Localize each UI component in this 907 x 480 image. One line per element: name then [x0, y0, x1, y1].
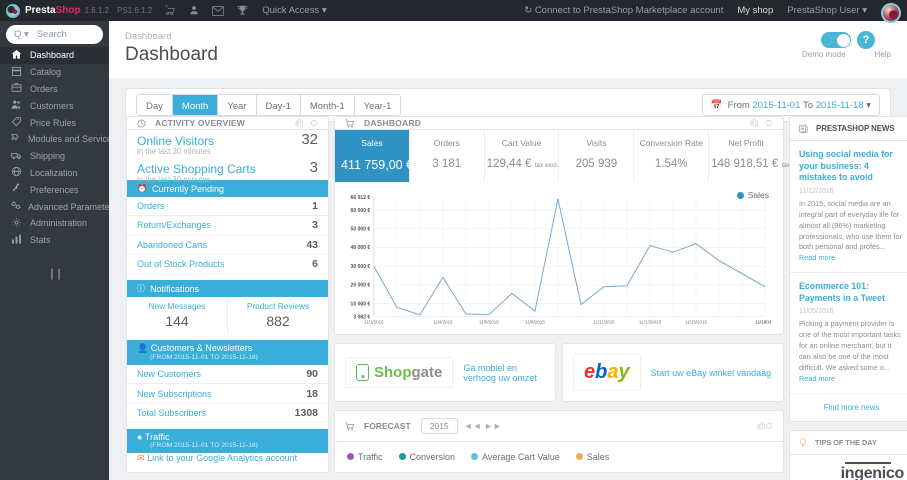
svg-text:10 000 €: 10 000 €	[351, 301, 371, 307]
svg-text:11/1/2015: 11/1/2015	[364, 320, 384, 325]
svg-text:11/13/2015: 11/13/2015	[639, 320, 662, 325]
svg-text:11/15/2015: 11/15/2015	[685, 320, 708, 325]
svg-text:40 000 €: 40 000 €	[351, 245, 371, 251]
svg-text:20 000 €: 20 000 €	[351, 283, 371, 289]
svg-text:11/6/2015: 11/6/2015	[479, 320, 499, 325]
svg-text:11/4/2015: 11/4/2015	[433, 320, 453, 325]
svg-text:66 912 €: 66 912 €	[351, 195, 371, 201]
svg-text:30 000 €: 30 000 €	[351, 264, 371, 270]
svg-text:11/11/2015: 11/11/2015	[593, 320, 615, 325]
svg-text:50 000 €: 50 000 €	[351, 227, 371, 233]
svg-text:60 000 €: 60 000 €	[351, 208, 371, 214]
svg-text:11/18/201: 11/18/201	[755, 320, 771, 325]
svg-text:11/8/2015: 11/8/2015	[525, 320, 545, 325]
